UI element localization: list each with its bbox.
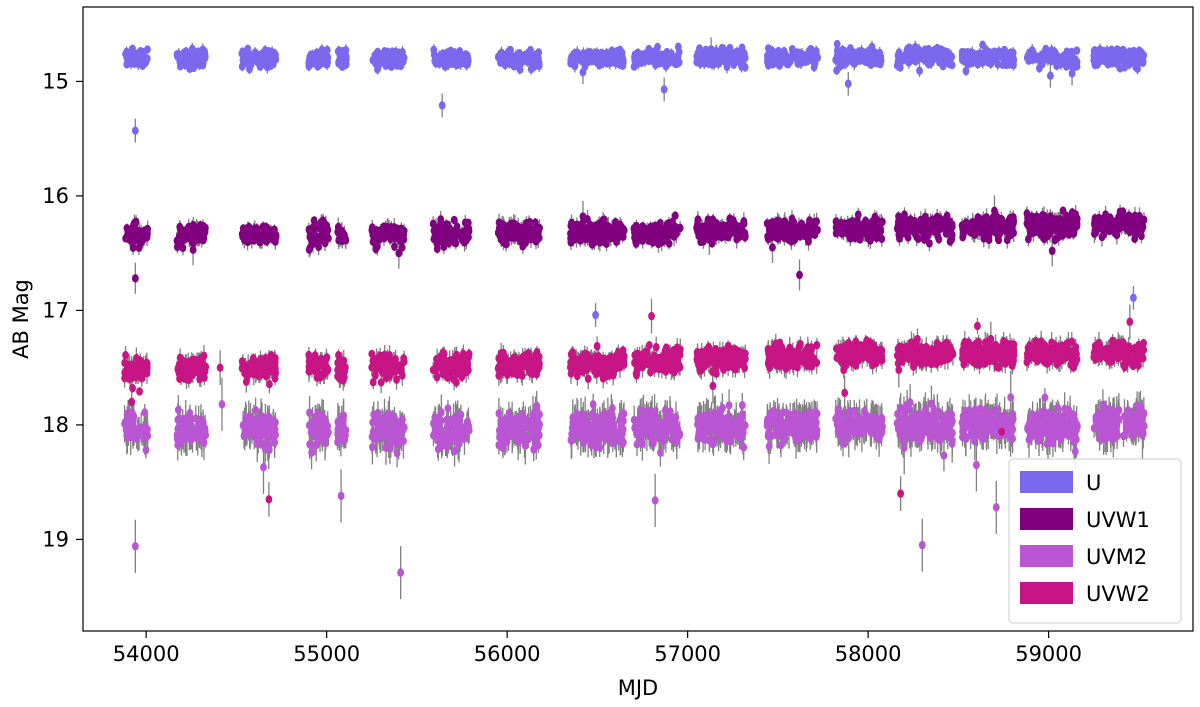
plot-background — [83, 7, 1193, 631]
